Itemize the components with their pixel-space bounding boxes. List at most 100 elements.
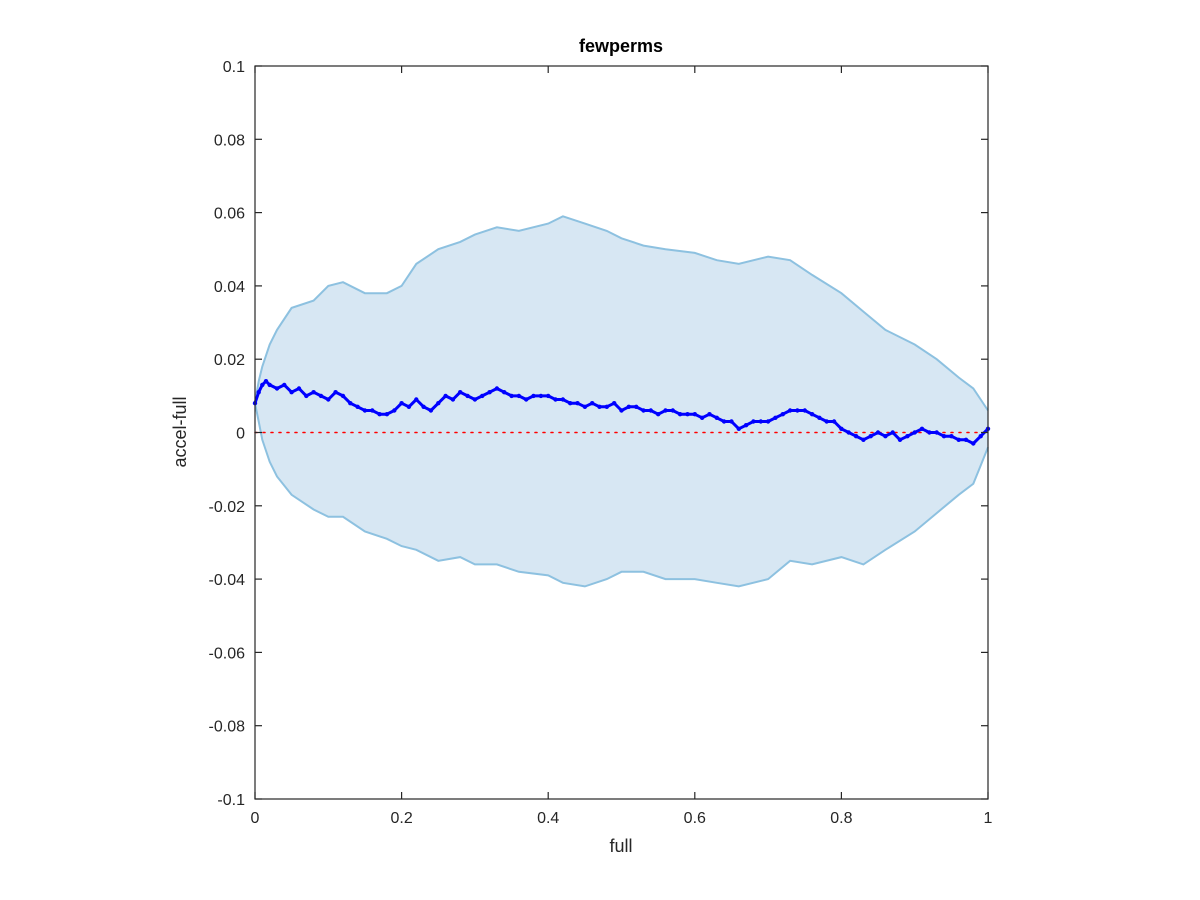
data-point: [941, 434, 947, 439]
data-point: [707, 412, 712, 417]
data-point: [890, 430, 895, 435]
data-point: [846, 430, 851, 435]
data-point: [853, 434, 859, 439]
data-point: [743, 423, 749, 428]
y-tick-label: 0.04: [214, 279, 245, 296]
data-point: [641, 408, 646, 413]
data-point: [406, 404, 412, 409]
data-point: [934, 430, 939, 435]
data-point: [502, 390, 507, 395]
y-tick-label: 0.1: [223, 59, 245, 76]
data-point: [377, 412, 382, 417]
data-point: [736, 426, 741, 431]
data-point: [721, 419, 727, 424]
x-axis-label: full: [609, 836, 632, 856]
x-tick-label: 0.6: [684, 810, 706, 827]
data-point: [546, 393, 551, 399]
data-point: [263, 379, 269, 384]
data-point: [436, 401, 441, 406]
data-point: [817, 415, 822, 420]
data-point: [311, 390, 316, 395]
data-point: [648, 408, 653, 413]
data-point: [421, 404, 426, 409]
data-point: [296, 386, 302, 391]
data-point: [905, 434, 910, 439]
data-point: [414, 397, 419, 402]
data-point: [465, 393, 470, 399]
data-point: [516, 393, 522, 399]
data-point: [348, 401, 353, 406]
data-point: [861, 437, 866, 442]
confidence-band-upper-edge: [254, 215, 989, 412]
data-point: [392, 408, 397, 413]
data-point: [524, 397, 529, 402]
data-point: [809, 412, 815, 417]
data-point: [685, 412, 690, 417]
data-point: [560, 397, 566, 402]
data-point: [795, 408, 800, 413]
data-point: [362, 408, 368, 413]
data-point: [656, 412, 661, 417]
data-point: [384, 412, 390, 417]
data-point: [472, 397, 478, 402]
data-point: [831, 419, 837, 424]
data-point: [604, 404, 609, 409]
data-point: [487, 390, 492, 395]
data-point: [787, 408, 793, 413]
data-point: [692, 412, 697, 417]
data-point: [494, 386, 500, 391]
data-point: [443, 393, 448, 399]
data-point: [590, 401, 595, 406]
data-point: [289, 390, 294, 395]
x-tick-label: 0.8: [830, 810, 852, 827]
data-point: [634, 404, 639, 409]
x-tick-label: 0: [251, 810, 260, 827]
y-tick-label: -0.04: [209, 572, 246, 589]
data-point: [260, 382, 265, 388]
data-point: [956, 437, 961, 442]
data-point: [699, 415, 705, 420]
data-point: [318, 393, 324, 399]
data-point: [304, 393, 309, 399]
data-point: [509, 393, 514, 399]
data-point: [773, 415, 778, 420]
data-point: [355, 404, 360, 409]
data-point: [802, 408, 807, 413]
y-tick-label: 0: [236, 426, 245, 443]
data-point: [927, 430, 932, 435]
data-point: [267, 382, 272, 388]
data-point: [978, 434, 983, 439]
data-point: [626, 404, 631, 409]
confidence-band-lower-edge: [254, 403, 989, 588]
y-tick-label: -0.08: [209, 719, 246, 736]
data-point: [582, 404, 588, 409]
data-point: [897, 437, 903, 442]
y-tick-label: 0.02: [214, 352, 245, 369]
data-point: [963, 437, 969, 442]
data-point: [597, 404, 602, 409]
y-tick-label: -0.06: [209, 645, 246, 662]
data-point: [340, 393, 346, 399]
data-point: [729, 419, 734, 424]
data-point: [553, 397, 558, 402]
data-point: [531, 393, 536, 399]
data-point: [780, 412, 785, 417]
data-point: [883, 434, 888, 439]
x-tick-label: 0.4: [537, 810, 559, 827]
data-point: [875, 430, 881, 435]
data-point: [538, 393, 544, 399]
data-point: [714, 415, 719, 420]
data-point: [282, 382, 287, 388]
y-axis-label: accel-full: [170, 396, 190, 467]
y-tick-label: -0.02: [209, 499, 246, 516]
data-point: [575, 401, 580, 406]
data-point: [458, 390, 463, 395]
data-point: [256, 390, 261, 395]
y-tick-label: 0.08: [214, 132, 245, 149]
y-tick-label: -0.1: [217, 792, 245, 809]
data-point: [399, 401, 404, 406]
data-point: [758, 419, 763, 424]
data-point: [480, 393, 485, 399]
data-point: [274, 386, 280, 391]
